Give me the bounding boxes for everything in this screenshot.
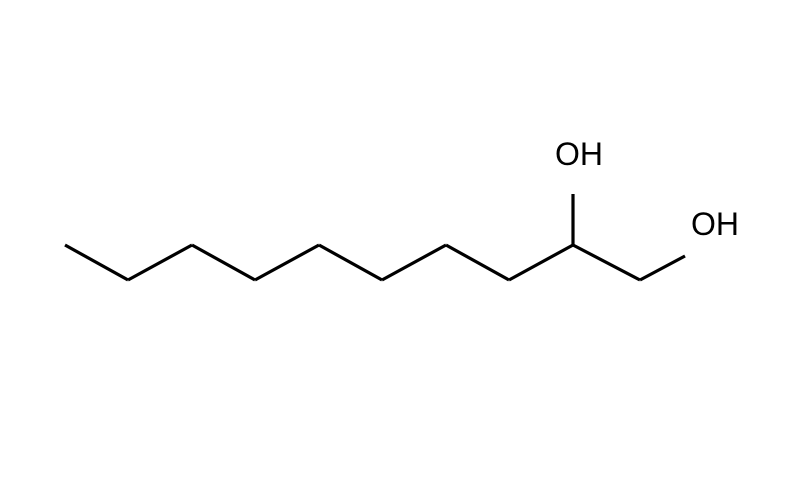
hydroxyl-label: OH <box>691 206 739 242</box>
molecule-svg: OH OH <box>0 0 800 500</box>
chemical-structure-diagram: OH OH <box>0 0 800 500</box>
bond <box>319 245 382 280</box>
bond <box>382 245 446 280</box>
bond <box>509 245 573 280</box>
bond <box>128 245 192 280</box>
bond <box>640 256 685 280</box>
bond <box>65 245 128 280</box>
bond <box>192 245 255 280</box>
bond <box>573 245 640 280</box>
hydroxyl-label: OH <box>555 136 603 172</box>
bond <box>446 245 509 280</box>
bond <box>255 245 319 280</box>
